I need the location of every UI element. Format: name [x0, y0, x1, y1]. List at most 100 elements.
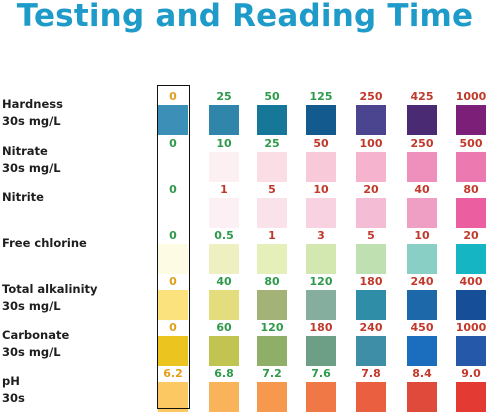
reading-value: 0 [169, 229, 177, 242]
color-swatch [356, 290, 386, 320]
reading-value: 3 [317, 229, 325, 242]
color-swatch [456, 105, 486, 135]
reading-value: 500 [459, 137, 483, 150]
reading-value: 20 [363, 183, 379, 196]
reading-value: 1000 [455, 321, 487, 334]
color-swatch [456, 152, 486, 182]
reading-value: 8.4 [412, 367, 432, 380]
row-name: Carbonate [2, 328, 70, 342]
reading-value: 5 [268, 183, 276, 196]
color-swatch [306, 198, 336, 228]
reading-value: 60 [216, 321, 232, 334]
color-swatch [306, 336, 336, 366]
reading-value: 450 [410, 321, 434, 334]
reading-value: 0 [169, 137, 177, 150]
reading-value: 180 [359, 275, 383, 288]
reading-value: 10 [414, 229, 430, 242]
reading-value: 7.2 [262, 367, 282, 380]
reading-value: 240 [410, 275, 434, 288]
color-swatch [257, 198, 287, 228]
reading-value: 180 [309, 321, 333, 334]
reading-value: 1 [220, 183, 228, 196]
row-name: pH [2, 374, 20, 388]
reading-value: 425 [410, 90, 434, 103]
row-name: Hardness [2, 97, 63, 111]
color-swatch [158, 382, 188, 412]
reading-value: 25 [264, 137, 280, 150]
reading-value: 1 [268, 229, 276, 242]
color-swatch [158, 290, 188, 320]
color-swatch [407, 198, 437, 228]
color-swatch [158, 244, 188, 274]
reading-value: 240 [359, 321, 383, 334]
reading-value: 10 [313, 183, 329, 196]
test-strip-outline [157, 85, 190, 409]
color-swatch [356, 105, 386, 135]
reading-value: 0 [169, 321, 177, 334]
color-swatch [158, 105, 188, 135]
color-swatch [306, 244, 336, 274]
row-unit: 30s mg/L [2, 161, 61, 175]
reading-value: 0.5 [214, 229, 234, 242]
color-swatch [407, 290, 437, 320]
color-swatch [407, 105, 437, 135]
reading-value: 120 [309, 275, 333, 288]
color-swatch [356, 244, 386, 274]
color-swatch [257, 152, 287, 182]
color-swatch [257, 244, 287, 274]
color-swatch [407, 382, 437, 412]
row-name: Free chlorine [2, 236, 87, 250]
color-swatch [209, 336, 239, 366]
color-swatch [407, 336, 437, 366]
color-swatch [209, 244, 239, 274]
reading-value: 0 [169, 183, 177, 196]
reading-value: 125 [309, 90, 333, 103]
color-swatch [407, 152, 437, 182]
color-swatch [209, 290, 239, 320]
color-swatch [257, 336, 287, 366]
reading-value: 40 [414, 183, 430, 196]
color-swatch [456, 244, 486, 274]
reading-value: 6.8 [214, 367, 234, 380]
reading-value: 10 [216, 137, 232, 150]
row-unit: 30s mg/L [2, 114, 61, 128]
color-swatch [158, 198, 188, 228]
color-swatch [209, 382, 239, 412]
reading-value: 80 [463, 183, 479, 196]
reading-value: 120 [260, 321, 284, 334]
reading-value: 80 [264, 275, 280, 288]
color-swatch [456, 290, 486, 320]
color-swatch [356, 198, 386, 228]
color-swatch [257, 290, 287, 320]
color-swatch [407, 244, 437, 274]
reading-value: 250 [359, 90, 383, 103]
color-swatch [209, 152, 239, 182]
color-swatch [306, 105, 336, 135]
color-swatch [306, 152, 336, 182]
page-title: Testing and Reading Time [16, 0, 474, 34]
reading-value: 100 [359, 137, 383, 150]
reading-value: 0 [169, 90, 177, 103]
color-swatch [356, 336, 386, 366]
color-swatch [209, 198, 239, 228]
color-swatch [209, 105, 239, 135]
reading-value: 1000 [455, 90, 487, 103]
color-swatch [456, 382, 486, 412]
color-swatch [158, 152, 188, 182]
row-unit: 30s mg/L [2, 299, 61, 313]
color-swatch [257, 105, 287, 135]
reading-value: 0 [169, 275, 177, 288]
row-name: Nitrite [2, 190, 44, 204]
row-name: Total alkalinity [2, 282, 98, 296]
reading-value: 20 [463, 229, 479, 242]
reading-value: 25 [216, 90, 232, 103]
color-swatch [158, 336, 188, 366]
color-swatch [257, 382, 287, 412]
reading-value: 9.0 [461, 367, 481, 380]
reading-value: 7.8 [361, 367, 381, 380]
color-swatch [456, 198, 486, 228]
row-unit: 30s [2, 391, 25, 405]
reading-value: 7.6 [311, 367, 331, 380]
color-swatch [306, 290, 336, 320]
reading-value: 40 [216, 275, 232, 288]
